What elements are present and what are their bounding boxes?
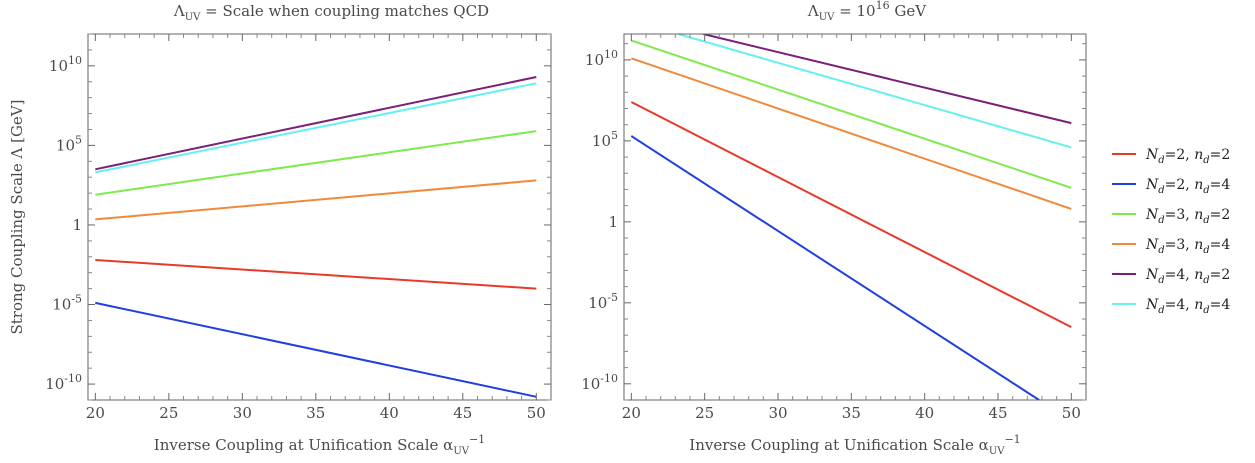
legend: Nd​=2, nd​=2 Nd​=2, nd​=4 Nd​=3, nd​=2 Nd​=… <box>1112 147 1230 316</box>
series-line-1 <box>630 135 1040 400</box>
chart-title: ΛUV​ = Scale when coupling matches QCD <box>173 2 489 23</box>
series-line-2 <box>95 130 537 196</box>
y-axis-title: Strong Coupling Scale Λ [GeV] <box>8 100 26 335</box>
legend-label: Nd​=3, nd​=4 <box>1145 237 1230 256</box>
series-line-4 <box>702 34 1072 125</box>
series-line-3 <box>95 179 537 221</box>
right-panel: 20 25 30 35 40 45 50 10-10​ 10-5​ 1 105​ 1010​ ΛUV​ … <box>581 0 1087 457</box>
series-line-2 <box>630 39 1072 189</box>
series-line-3 <box>630 57 1072 210</box>
x-tick-label: 45 <box>453 404 472 422</box>
series-line-4 <box>95 76 537 171</box>
legend-label: Nd​=4, nd​=4 <box>1145 297 1230 316</box>
y-tick-label: 1010​ <box>585 48 618 69</box>
x-tick-label: 40 <box>380 404 399 422</box>
y-tick-label: 10-10​ <box>45 372 82 393</box>
x-axis-title: Inverse Coupling at Unification Scale αU… <box>154 433 485 457</box>
y-tick-label: 10-5​ <box>588 291 618 312</box>
chart-title: ΛUV​ = 1016​ GeV <box>807 0 927 23</box>
y-tick-label: 105​ <box>592 129 618 150</box>
y-tick-label: 10-5​ <box>52 293 82 314</box>
y-tick-label: 10-10​ <box>581 372 618 393</box>
x-tick-label: 30 <box>233 404 252 422</box>
left-panel: 20 25 30 35 40 45 50 10-10​ 10-5​ 1 105​ 1010​ ΛUV​ … <box>8 2 552 457</box>
plot-frame <box>87 33 552 401</box>
series-line-5 <box>678 34 1072 149</box>
y-tick-label: 105​ <box>56 133 82 154</box>
legend-label: Nd​=3, nd​=2 <box>1145 207 1230 226</box>
x-tick-label: 50 <box>527 404 546 422</box>
x-tick-label: 25 <box>695 404 714 422</box>
y-tick-label: 1010​ <box>49 54 82 75</box>
x-tick-label: 40 <box>915 404 934 422</box>
y-tick-label: 1 <box>608 213 618 231</box>
series-line-0 <box>95 259 537 290</box>
series-lines <box>630 34 1072 400</box>
x-tick-label: 20 <box>622 404 641 422</box>
legend-label: Nd​=2, nd​=4 <box>1145 177 1230 196</box>
x-tick-label: 25 <box>159 404 178 422</box>
y-tick-label: 1 <box>72 216 82 234</box>
series-line-0 <box>630 101 1072 328</box>
x-tick-label: 20 <box>86 404 105 422</box>
series-lines <box>95 76 537 398</box>
x-tick-label: 30 <box>768 404 787 422</box>
plot-frame <box>623 33 1087 401</box>
x-tick-label: 35 <box>842 404 861 422</box>
legend-label: Nd​=2, nd​=2 <box>1145 147 1230 166</box>
series-line-5 <box>95 82 537 174</box>
x-tick-label: 35 <box>306 404 325 422</box>
series-line-1 <box>95 301 537 398</box>
legend-label: Nd​=4, nd​=2 <box>1145 267 1230 286</box>
x-axis-title: Inverse Coupling at Unification Scale αU… <box>689 433 1020 457</box>
x-tick-label: 50 <box>1062 404 1081 422</box>
x-tick-label: 45 <box>988 404 1007 422</box>
